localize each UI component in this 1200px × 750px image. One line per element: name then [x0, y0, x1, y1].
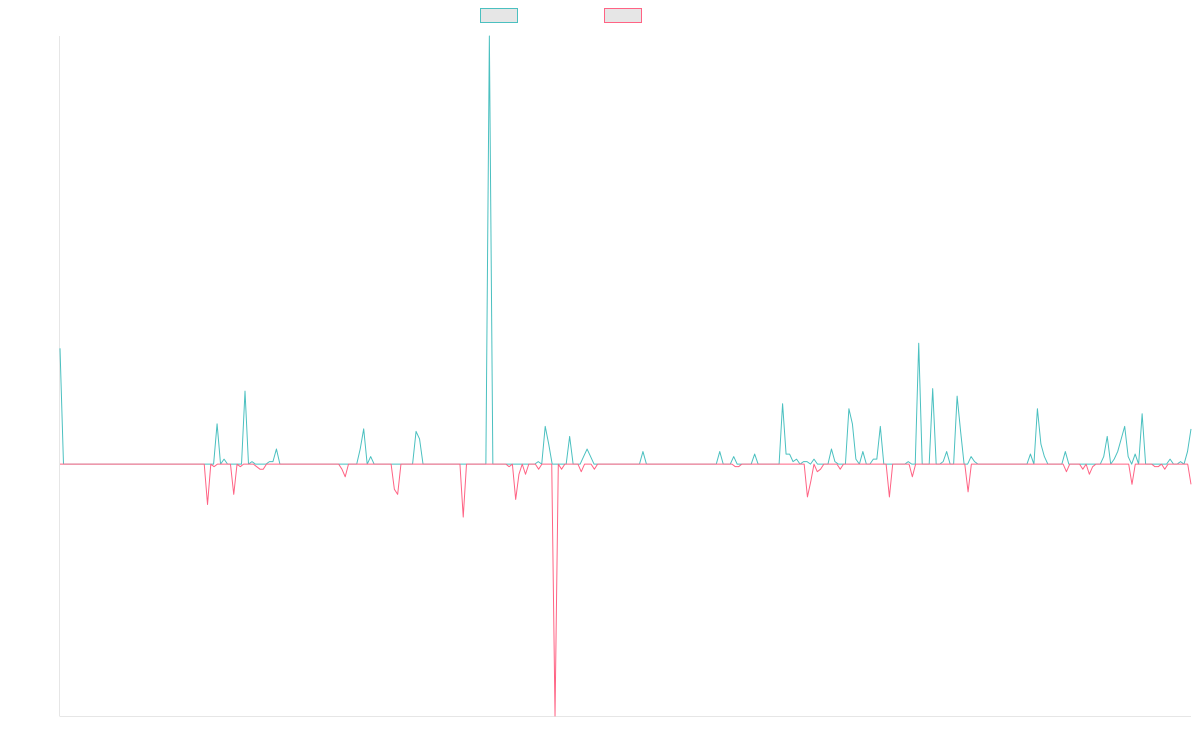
- series-line-1: [59, 35, 1192, 465]
- legend: [0, 8, 1200, 28]
- legend-swatch-series-2: [604, 8, 642, 23]
- legend-swatch-series-1: [480, 8, 518, 23]
- series-line-2: [60, 463, 1192, 717]
- legend-item-series-1[interactable]: [480, 8, 524, 23]
- legend-item-series-2[interactable]: [604, 8, 648, 23]
